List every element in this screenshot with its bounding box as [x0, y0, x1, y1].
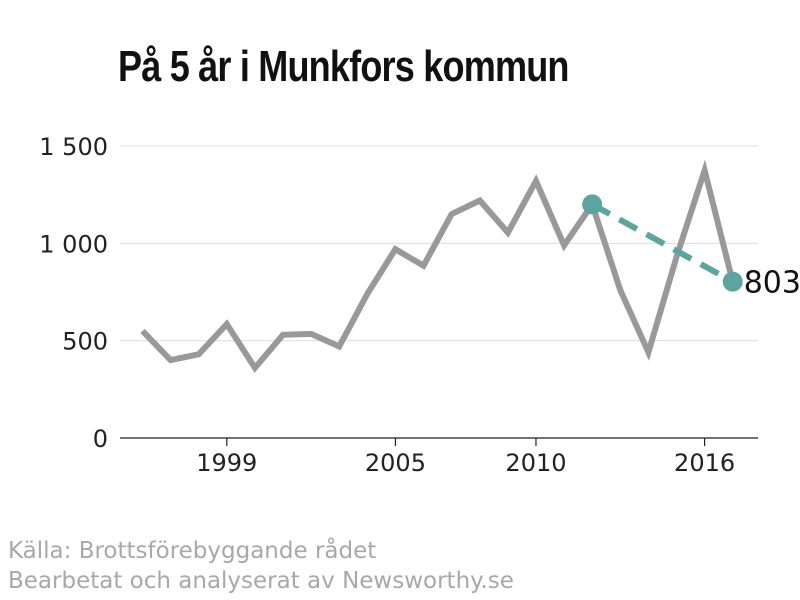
- series-group: 803: [140, 159, 800, 373]
- x-tick-label: 2016: [674, 449, 735, 477]
- source-line-1: Källa: Brottsförebyggande rådet: [8, 538, 377, 564]
- x-axis-ticks: 1999 2005 2010 2016: [120, 437, 758, 477]
- series-line-dashed: [590, 201, 735, 285]
- series-line-main: [140, 159, 736, 373]
- x-tick-label: 2005: [365, 449, 426, 477]
- x-tick-label: 2010: [505, 449, 566, 477]
- y-axis-ticks: 0 500 1 000 1 500: [39, 133, 108, 453]
- highlight-point-end: [722, 271, 743, 292]
- highlight-point-start: [582, 194, 603, 215]
- y-tick-label: 1 500: [39, 133, 108, 161]
- y-tick-label: 500: [62, 328, 108, 356]
- source-line-2: Bearbetat och analyserat av Newsworthy.s…: [8, 568, 514, 594]
- x-tick-label: 1999: [196, 449, 257, 477]
- y-tick-label: 1 000: [39, 230, 108, 258]
- end-value-label: 803: [744, 266, 800, 301]
- chart-title: På 5 år i Munkfors kommun: [118, 42, 569, 91]
- source-note: Källa: Brottsförebyggande rådet Bearbeta…: [8, 536, 514, 596]
- y-tick-label: 0: [93, 425, 108, 453]
